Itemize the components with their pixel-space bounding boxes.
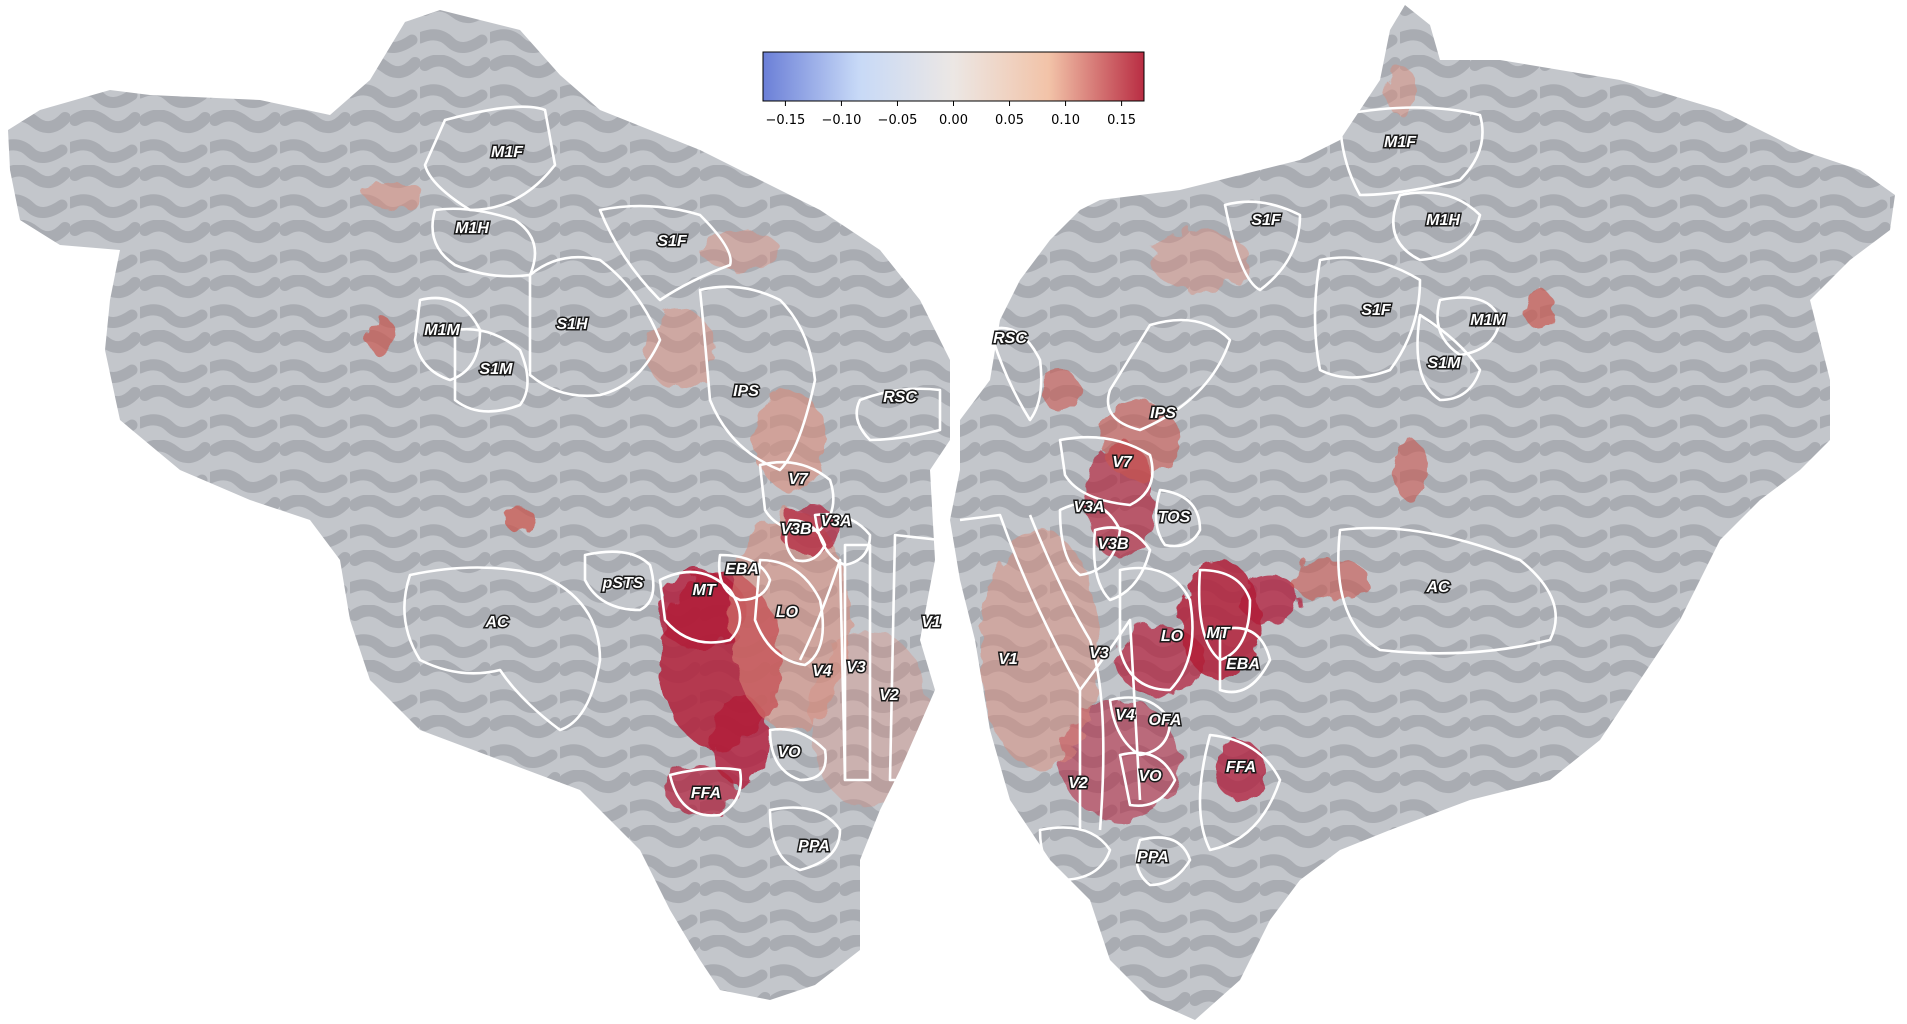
roi-label: AC [1425,579,1450,596]
roi-label: M1M [424,322,460,339]
roi-label: S1H [556,316,588,333]
roi-label: IPS [733,383,759,400]
roi-label: M1F [1384,134,1417,151]
colorbar-tick-label: 0.00 [939,113,968,128]
roi-label: V2 [1068,775,1088,792]
roi-label: S1F [1361,302,1392,319]
roi-label: IPS [1150,405,1176,422]
left-hemisphere [8,10,950,1000]
roi-label: MT [692,582,716,599]
colorbar-gradient [762,51,1145,102]
roi-label: V3 [846,659,866,676]
roi-label: S1F [1251,212,1282,229]
colorbar-tick-label: 0.15 [1107,113,1136,128]
roi-label: S1M [1428,355,1462,372]
roi-label: V3B [1097,536,1128,553]
roi-label: pSTS [602,575,644,592]
roi-label: MT [1206,625,1230,642]
right-roi-labels: M1F S1F M1H S1F M1M S1M RSC IPS V7 V3A TOS V3B AC LO M… [992,133,1508,868]
roi-label: FFA [691,785,721,802]
roi-label: S1F [657,233,688,250]
roi-label: EBA [1226,656,1260,673]
roi-label: LO [776,604,799,621]
roi-label: VO [1138,768,1162,785]
roi-label: AC [484,614,509,631]
roi-label: M1F [491,144,524,161]
roi-label: V1 [921,614,941,631]
roi-label: V3B [780,521,811,538]
roi-label: S1M [480,361,514,378]
roi-label: M1M [1470,312,1506,329]
roi-label: M1H [1426,212,1460,229]
roi-label: FFA [1226,759,1256,776]
right-activation-map [980,65,1555,820]
colorbar-ticks: −0.15 −0.10 −0.05 0.00 0.05 0.10 0.15 [765,101,1136,128]
roi-label: PPA [798,838,830,855]
roi-label: VO [777,744,801,761]
colorbar-tick-label: −0.05 [878,113,918,128]
roi-label: TOS [1158,509,1191,526]
colorbar-tick-label: 0.10 [1051,113,1080,128]
roi-label: V7 [1112,454,1133,471]
right-roi-outlines [959,106,1558,887]
roi-label: V7 [788,471,809,488]
roi-label: V3A [820,513,851,530]
roi-label: LO [1161,628,1184,645]
roi-label: V4 [1115,707,1135,724]
left-roi-outlines [403,105,942,872]
roi-label: V4 [812,663,832,680]
roi-label: RSC [993,330,1027,347]
roi-label: V3 [1089,645,1109,662]
left-roi-labels: M1F M1H S1F M1M S1H S1M IPS RSC V7 V3B V3A pSTS EBA M… [423,143,943,857]
colorbar-tick-label: −0.15 [765,113,805,128]
roi-label: V1 [998,651,1018,668]
roi-label: M1H [455,220,489,237]
colorbar: −0.15 −0.10 −0.05 0.00 0.05 0.10 0.15 [762,51,1145,128]
colorbar-tick-label: −0.10 [822,113,862,128]
roi-label: EBA [725,561,759,578]
roi-label: PPA [1137,849,1169,866]
roi-label: OFA [1149,712,1182,729]
roi-label: V3A [1073,499,1104,516]
colorbar-tick-label: 0.05 [995,113,1024,128]
roi-label: V2 [879,687,899,704]
roi-label: RSC [883,389,917,406]
